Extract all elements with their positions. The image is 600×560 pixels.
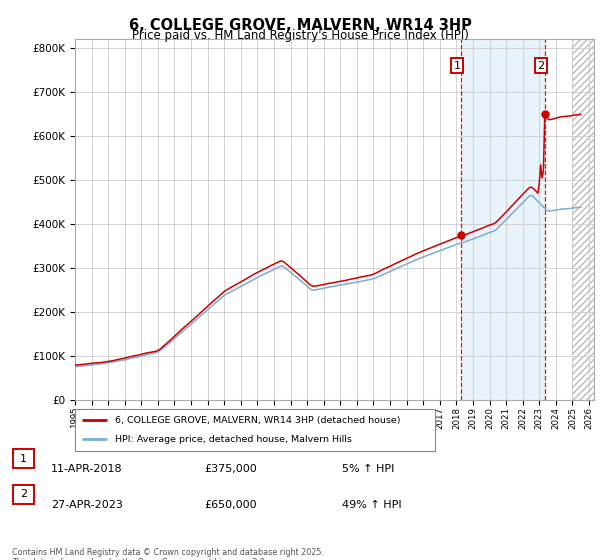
Text: 1: 1 [454, 60, 461, 71]
Bar [572, 39, 594, 400]
FancyBboxPatch shape [13, 485, 34, 504]
Text: 5% ↑ HPI: 5% ↑ HPI [342, 464, 394, 474]
Text: £650,000: £650,000 [204, 500, 257, 510]
Bar [461, 39, 545, 400]
Text: 49% ↑ HPI: 49% ↑ HPI [342, 500, 401, 510]
Text: 2: 2 [20, 489, 27, 500]
Text: 1: 1 [20, 454, 27, 464]
Text: Price paid vs. HM Land Registry's House Price Index (HPI): Price paid vs. HM Land Registry's House … [131, 29, 469, 42]
FancyBboxPatch shape [13, 449, 34, 468]
Text: 27-APR-2023: 27-APR-2023 [51, 500, 123, 510]
FancyBboxPatch shape [75, 409, 435, 451]
Text: HPI: Average price, detached house, Malvern Hills: HPI: Average price, detached house, Malv… [115, 435, 352, 444]
Text: 6, COLLEGE GROVE, MALVERN, WR14 3HP: 6, COLLEGE GROVE, MALVERN, WR14 3HP [128, 18, 472, 33]
Text: £375,000: £375,000 [204, 464, 257, 474]
Text: 2: 2 [538, 60, 545, 71]
Text: 11-APR-2018: 11-APR-2018 [51, 464, 122, 474]
Text: 6, COLLEGE GROVE, MALVERN, WR14 3HP (detached house): 6, COLLEGE GROVE, MALVERN, WR14 3HP (det… [115, 416, 400, 424]
Text: Contains HM Land Registry data © Crown copyright and database right 2025.
This d: Contains HM Land Registry data © Crown c… [12, 548, 324, 560]
